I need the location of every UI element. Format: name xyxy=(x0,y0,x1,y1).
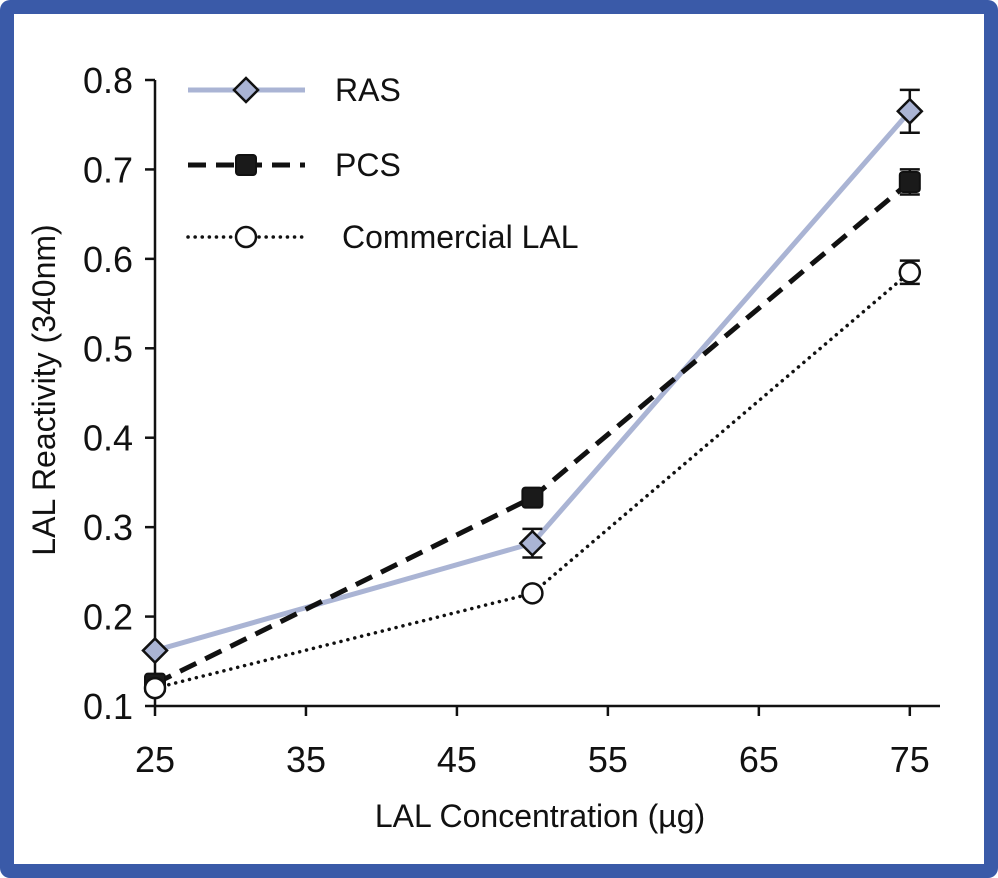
y-tick-label: 0.8 xyxy=(83,60,133,101)
point-ras xyxy=(518,529,547,558)
legend: RAS PCS Commercial LAL xyxy=(186,72,579,255)
series-line-pcs xyxy=(153,180,912,686)
point-commercial-lal xyxy=(898,261,922,284)
y-tick-label: 0.5 xyxy=(83,328,133,369)
x-tick-label: 45 xyxy=(437,739,477,780)
legend-marker-commercial-lal xyxy=(234,225,258,249)
x-tick-label: 75 xyxy=(890,739,930,780)
point-commercial-lal xyxy=(143,676,167,700)
legend-label-ras: RAS xyxy=(335,72,401,108)
point-ras xyxy=(896,97,924,126)
point-commercial-lal xyxy=(521,582,544,605)
y-tick-label: 0.4 xyxy=(83,418,133,459)
y-tick-label: 0.1 xyxy=(83,686,133,727)
point-pcs xyxy=(898,170,921,193)
y-axis-title: LAL Reactivity (340nm) xyxy=(26,224,62,555)
series-line-ras xyxy=(154,109,912,653)
x-tick-label: 25 xyxy=(135,739,175,780)
axes xyxy=(145,78,940,716)
x-axis-title: LAL Concentration (µg) xyxy=(375,798,705,834)
y-tick-label: 0.3 xyxy=(83,507,133,548)
point-ras xyxy=(141,636,169,665)
legend-label-commercial-lal: Commercial LAL xyxy=(342,219,579,255)
tick-labels: 0.1 0.2 0.3 0.4 0.5 0.6 0.7 0.8 25 35 45 55 65 75 xyxy=(83,60,930,780)
x-tick-label: 65 xyxy=(739,739,779,780)
legend-label-pcs: PCS xyxy=(335,147,401,183)
data-markers xyxy=(141,97,924,700)
x-tick-label: 35 xyxy=(286,739,326,780)
legend-marker-ras xyxy=(232,76,260,104)
error-bars xyxy=(522,88,920,559)
y-tick-label: 0.6 xyxy=(83,239,133,280)
x-tick-label: 55 xyxy=(588,739,628,780)
legend-marker-pcs xyxy=(235,154,257,176)
point-pcs xyxy=(521,486,544,509)
y-tick-label: 0.7 xyxy=(83,149,133,190)
y-tick-label: 0.2 xyxy=(83,597,133,638)
